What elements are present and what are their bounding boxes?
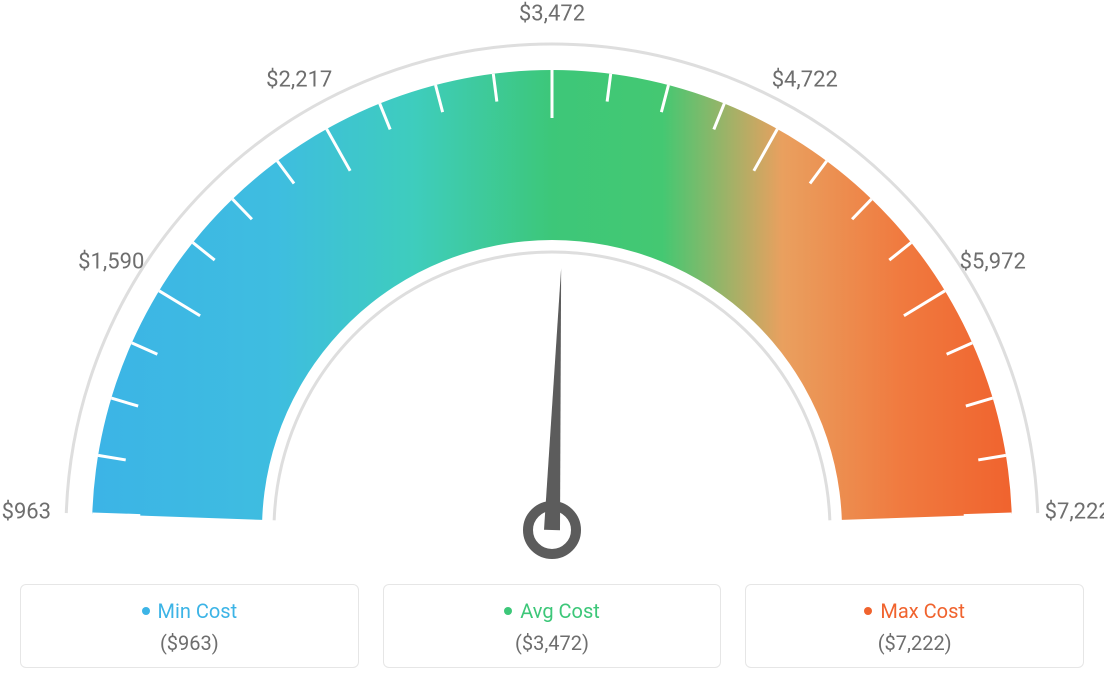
legend-value: ($7,222)	[756, 631, 1073, 655]
gauge-tick-label: $4,722	[772, 68, 838, 93]
legend-title: Avg Cost	[520, 599, 600, 623]
cost-gauge: $963 $1,590 $2,217 $3,472 $4,722 $5,972 $7,222	[0, 0, 1104, 560]
legend-title: Max Cost	[880, 599, 965, 623]
legend-card-max: Max Cost ($7,222)	[745, 584, 1084, 668]
legend-value: ($3,472)	[394, 631, 711, 655]
legend-dot-icon	[504, 607, 512, 615]
gauge-tick-label: $5,972	[960, 249, 1026, 274]
gauge-tick-label: $3,472	[519, 2, 585, 27]
gauge-svg	[0, 0, 1104, 560]
legend-title-row: Avg Cost	[394, 599, 711, 623]
legend-title-row: Min Cost	[31, 599, 348, 623]
legend-title: Min Cost	[158, 599, 238, 623]
legend-card-min: Min Cost ($963)	[20, 584, 359, 668]
legend-card-avg: Avg Cost ($3,472)	[383, 584, 722, 668]
gauge-tick-label: $7,222	[1045, 499, 1104, 524]
gauge-tick-label: $2,217	[266, 68, 332, 93]
legend-title-row: Max Cost	[756, 599, 1073, 623]
legend-dot-icon	[864, 607, 872, 615]
legend-value: ($963)	[31, 631, 348, 655]
legend-dot-icon	[142, 607, 150, 615]
gauge-tick-label: $1,590	[78, 249, 144, 274]
legend-row: Min Cost ($963) Avg Cost ($3,472) Max Cost ($…	[0, 584, 1104, 668]
gauge-tick-label: $963	[2, 499, 51, 524]
